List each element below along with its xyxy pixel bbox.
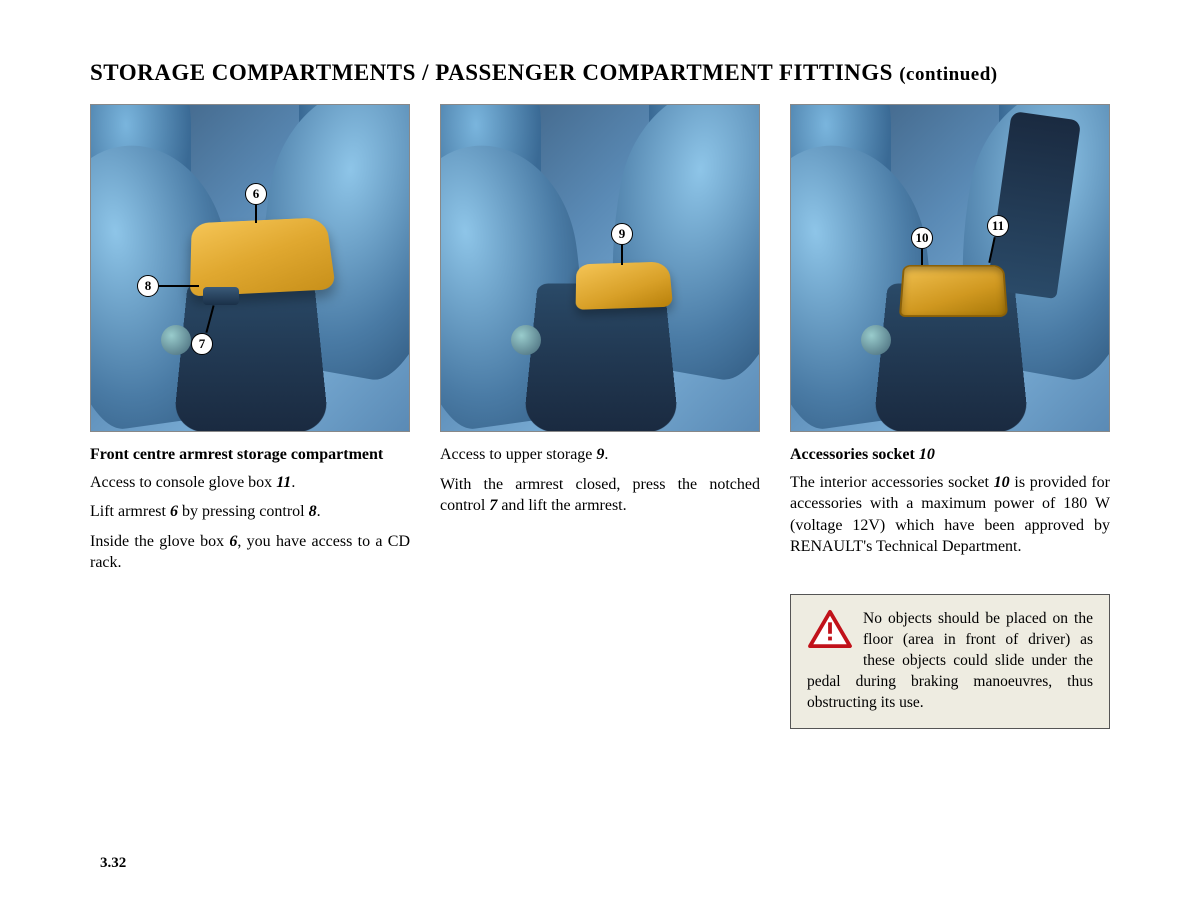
col3-p1b: 10 <box>994 474 1010 491</box>
leader-6 <box>255 205 257 223</box>
col1-p1: Access to console glove box 11. <box>90 472 410 494</box>
col3-subhead-b: 10 <box>919 446 935 463</box>
leader-10 <box>921 249 923 265</box>
callout-8: 8 <box>137 275 159 297</box>
callout-6: 6 <box>245 183 267 205</box>
armrest-closed <box>190 217 336 296</box>
control-dial-3 <box>861 325 891 355</box>
console-base <box>173 283 330 432</box>
figure-2: 9 <box>440 104 760 432</box>
armrest-upper-storage <box>576 262 674 310</box>
open-cavity <box>899 265 1008 317</box>
col1-p1b: 11 <box>276 474 291 491</box>
col2-p2c: and lift the armrest. <box>497 497 626 514</box>
col2-p2: With the armrest closed, press the notch… <box>440 474 760 517</box>
control-dial <box>161 325 191 355</box>
callout-7: 7 <box>191 333 213 355</box>
col3-text: Accessories socket 10 The interior acces… <box>790 432 1110 566</box>
col3-p1: The interior accessories socket 10 is pr… <box>790 472 1110 558</box>
col1-p3a: Inside the glove box <box>90 533 229 550</box>
col1-p2b: 6 <box>170 503 178 520</box>
col1-p2e: . <box>317 503 321 520</box>
col1-p2a: Lift armrest <box>90 503 170 520</box>
col3-p1a: The interior accessories socket <box>790 474 994 491</box>
columns-container: 6 8 7 Front centre armrest storage compa… <box>90 104 1110 729</box>
col1-text: Front centre armrest storage compartment… <box>90 432 410 582</box>
leader-8 <box>159 285 199 287</box>
col3-subhead-a: Accessories socket <box>790 446 919 463</box>
col2-p1a: Access to upper storage <box>440 446 596 463</box>
callout-9: 9 <box>611 223 633 245</box>
col1-p2: Lift armrest 6 by pressing control 8. <box>90 501 410 523</box>
page-title: STORAGE COMPARTMENTS / PASSENGER COMPART… <box>90 60 1110 86</box>
col1-subhead: Front centre armrest storage compartment <box>90 444 410 466</box>
col2-p1c: . <box>604 446 608 463</box>
col1-p3: Inside the glove box 6, you have access … <box>90 531 410 574</box>
front-latch <box>203 287 239 305</box>
column-2: 9 Access to upper storage 9. With the ar… <box>440 104 760 729</box>
control-dial-2 <box>511 325 541 355</box>
col2-text: Access to upper storage 9. With the armr… <box>440 432 760 525</box>
callout-10: 10 <box>911 227 933 249</box>
col3-subhead: Accessories socket 10 <box>790 444 1110 466</box>
col2-p1: Access to upper storage 9. <box>440 444 760 466</box>
figure-3: 10 11 <box>790 104 1110 432</box>
callout-11: 11 <box>987 215 1009 237</box>
col1-p2d: 8 <box>309 503 317 520</box>
leader-9 <box>621 245 623 265</box>
column-1: 6 8 7 Front centre armrest storage compa… <box>90 104 410 729</box>
warning-triangle-icon <box>807 609 853 649</box>
title-main: STORAGE COMPARTMENTS / PASSENGER COMPART… <box>90 60 899 85</box>
figure-1: 6 8 7 <box>90 104 410 432</box>
warning-box: No objects should be placed on the floor… <box>790 594 1110 729</box>
page-number: 3.32 <box>100 855 126 872</box>
col1-p2c: by pressing control <box>178 503 309 520</box>
col1-p1c: . <box>291 474 295 491</box>
column-3: 10 11 Accessories socket 10 The interior… <box>790 104 1110 729</box>
title-continued: (continued) <box>899 64 997 85</box>
col1-p1a: Access to console glove box <box>90 474 276 491</box>
